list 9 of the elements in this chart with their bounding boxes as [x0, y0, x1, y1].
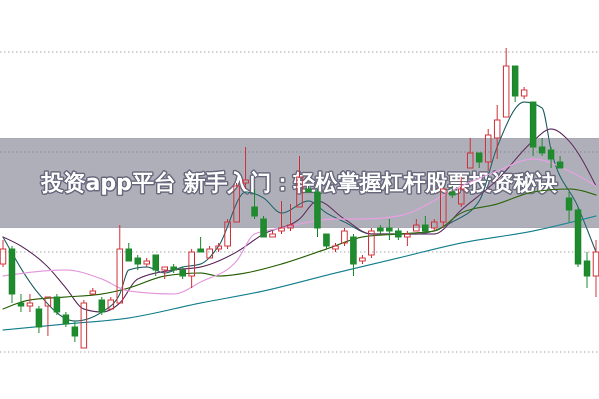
candlestick — [18, 294, 24, 312]
candlestick — [26, 294, 34, 312]
candlestick — [584, 252, 590, 288]
candlestick — [386, 218, 393, 240]
candlestick — [72, 320, 78, 342]
candlestick — [494, 104, 500, 160]
candlestick — [566, 192, 572, 222]
candlestick — [592, 240, 599, 298]
candlestick — [484, 128, 492, 172]
